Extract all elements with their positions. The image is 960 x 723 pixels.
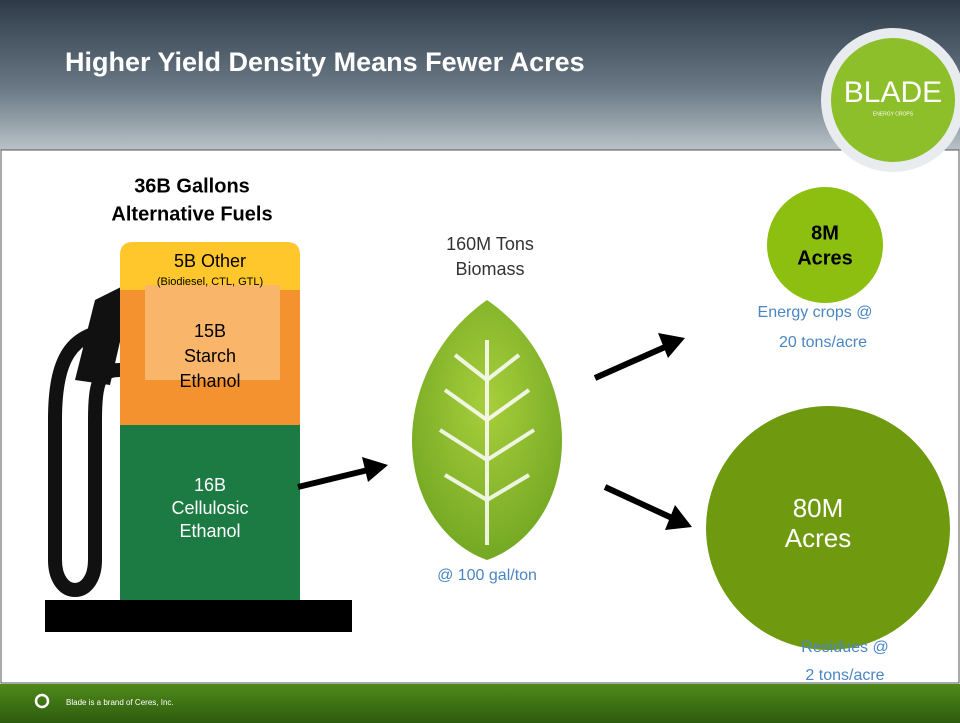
slide: Higher Yield Density Means Fewer Acres B… bbox=[0, 0, 960, 723]
segment-label: 15B bbox=[194, 321, 226, 341]
logo-tagline: ENERGY CROPS bbox=[873, 111, 914, 117]
segment-label: Cellulosic bbox=[171, 498, 248, 518]
segment-label: Ethanol bbox=[179, 371, 240, 391]
acre-label: Acres bbox=[785, 523, 851, 553]
outcome-note: Energy crops @ bbox=[758, 304, 873, 321]
footer-text: Blade is a brand of Ceres, Inc. bbox=[66, 698, 174, 707]
segment-label: Ethanol bbox=[179, 521, 240, 541]
segment-label: 5B Other bbox=[174, 251, 246, 271]
acre-circle bbox=[767, 187, 883, 303]
biomass-label: Biomass bbox=[455, 259, 524, 279]
acre-label: 8M bbox=[811, 222, 839, 244]
pump-base bbox=[45, 600, 352, 632]
segment-note: (Biodiesel, CTL, GTL) bbox=[157, 276, 263, 288]
logo-name: BLADE bbox=[844, 76, 942, 109]
biomass-label: 160M Tons bbox=[446, 234, 534, 254]
logo: BLADE ENERGY CROPS bbox=[821, 28, 960, 172]
outcome-note: 2 tons/acre bbox=[805, 667, 884, 684]
pump-title: 36B Gallons bbox=[134, 175, 250, 197]
acre-label: 80M bbox=[793, 493, 844, 523]
slide-title: Higher Yield Density Means Fewer Acres bbox=[65, 47, 585, 77]
segment-label: 16B bbox=[194, 475, 226, 495]
biomass-note: @ 100 gal/ton bbox=[437, 567, 537, 584]
segment-label: Starch bbox=[184, 346, 236, 366]
pump-title: Alternative Fuels bbox=[111, 203, 272, 225]
outcome-note: Residues @ bbox=[801, 639, 888, 656]
acre-label: Acres bbox=[797, 247, 853, 269]
outcome-note: 20 tons/acre bbox=[779, 334, 867, 351]
